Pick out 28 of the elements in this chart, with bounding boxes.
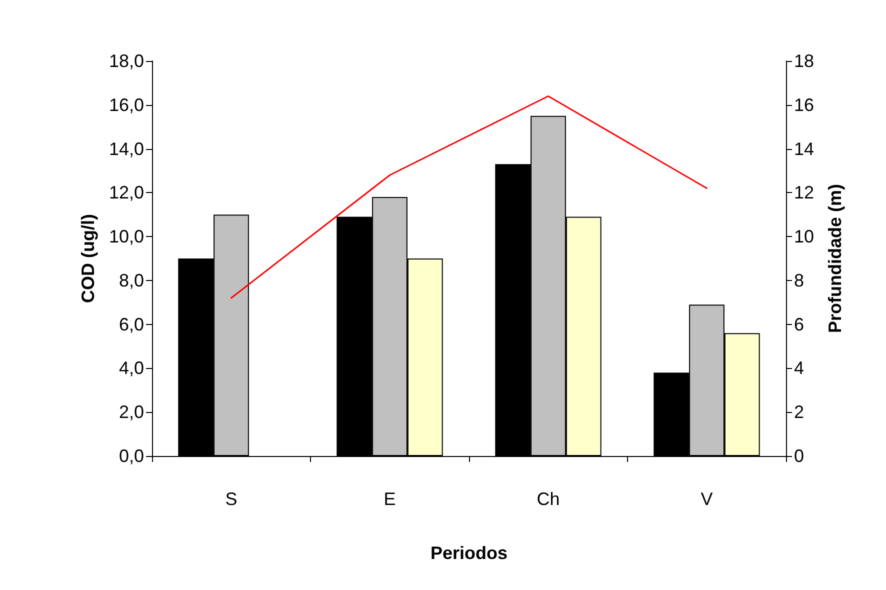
y2-tick-label: 8 (794, 270, 804, 290)
y2-tick-label: 4 (794, 358, 804, 378)
y2-tick-label: 10 (794, 226, 814, 247)
y-tick-label: 14,0 (108, 138, 144, 159)
y-tick-label: 6,0 (118, 314, 144, 334)
y2-tick-label: 0 (794, 446, 804, 466)
y-tick-label: 8,0 (118, 270, 144, 290)
y2-tick-label: 16 (794, 94, 814, 115)
y2-tick-label: 6 (794, 314, 804, 334)
y2-tick-label: 12 (794, 182, 814, 203)
y-tick-label: 4,0 (118, 358, 144, 378)
y-axis-title: COD (ug/l) (78, 214, 98, 303)
y2-tick-label: 2 (794, 402, 804, 422)
y2-tick-label: 14 (794, 138, 814, 159)
x-axis-title: Periodos (430, 543, 508, 563)
x-tick-label: S (225, 489, 238, 509)
x-tick-label: V (700, 489, 713, 509)
y-tick-label: 18,0 (108, 51, 144, 71)
y-tick-label: 10,0 (108, 226, 144, 247)
x-tick-label: Ch (536, 489, 560, 509)
line-series (230, 95, 708, 299)
y-tick-label: 12,0 (108, 182, 144, 203)
y-tick-label: 2,0 (118, 402, 144, 422)
y2-tick-label: 18 (794, 51, 814, 71)
y-tick-label: 16,0 (108, 94, 144, 115)
y-tick-label: 0,0 (118, 446, 144, 466)
x-tick-label: E (384, 489, 396, 509)
y2-axis-title: Profundidade (m) (825, 184, 845, 333)
